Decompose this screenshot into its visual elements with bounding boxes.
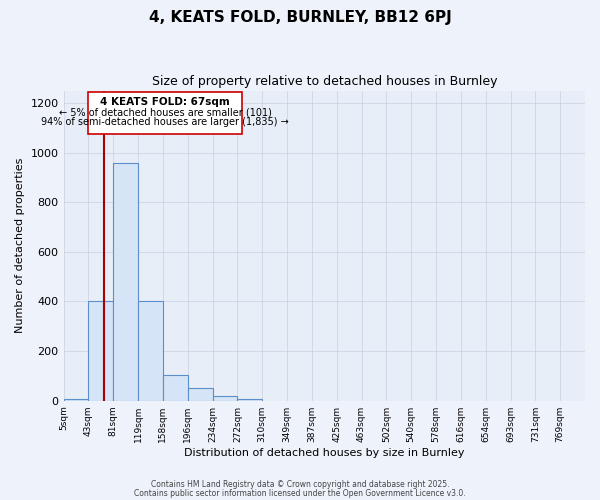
Text: 4, KEATS FOLD, BURNLEY, BB12 6PJ: 4, KEATS FOLD, BURNLEY, BB12 6PJ [149,10,451,25]
Bar [113,162,138,400]
X-axis label: Distribution of detached houses by size in Burnley: Distribution of detached houses by size … [184,448,464,458]
Bar [138,302,163,400]
Text: 94% of semi-detached houses are larger (1,835) →: 94% of semi-detached houses are larger (… [41,117,289,127]
Bar [212,396,238,400]
Text: Contains public sector information licensed under the Open Government Licence v3: Contains public sector information licen… [134,490,466,498]
Title: Size of property relative to detached houses in Burnley: Size of property relative to detached ho… [152,75,497,88]
Bar [163,374,188,400]
Y-axis label: Number of detached properties: Number of detached properties [15,158,25,334]
Text: ← 5% of detached houses are smaller (101): ← 5% of detached houses are smaller (101… [59,107,272,117]
Bar [88,302,113,400]
Bar [188,388,212,400]
Text: 4 KEATS FOLD: 67sqm: 4 KEATS FOLD: 67sqm [100,97,230,107]
FancyBboxPatch shape [88,92,242,134]
Text: Contains HM Land Registry data © Crown copyright and database right 2025.: Contains HM Land Registry data © Crown c… [151,480,449,489]
